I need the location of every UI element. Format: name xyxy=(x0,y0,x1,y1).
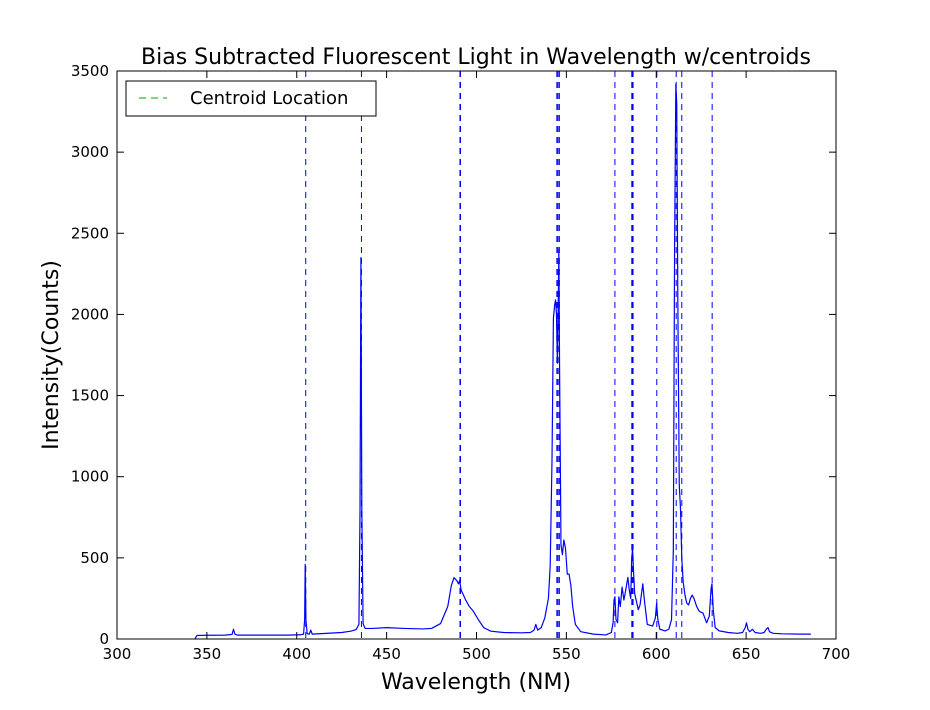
plot-area xyxy=(117,71,836,639)
y-tick-label: 500 xyxy=(80,549,109,567)
legend: Centroid Location xyxy=(125,80,377,117)
centroid-lines xyxy=(305,71,713,639)
x-tick-label: 450 xyxy=(372,645,401,663)
y-tick-label: 0 xyxy=(99,630,109,648)
y-axis-ticks: 0 500 1000 1500 2000 2500 3000 3500 xyxy=(71,62,836,648)
y-tick-label: 1500 xyxy=(71,387,109,405)
x-tick-label: 500 xyxy=(462,645,491,663)
x-tick-label: 350 xyxy=(193,645,222,663)
y-tick-label: 3000 xyxy=(71,143,109,161)
x-axis-label: Wavelength (NM) xyxy=(381,670,571,695)
y-tick-label: 2500 xyxy=(71,224,109,242)
x-tick-label: 400 xyxy=(282,645,311,663)
chart-title: Bias Subtracted Fluorescent Light in Wav… xyxy=(141,45,811,70)
legend-box xyxy=(125,80,377,117)
x-axis-ticks: 300 350 400 450 500 550 600 650 700 xyxy=(103,71,851,663)
spectrum-line xyxy=(194,83,811,639)
y-axis-label: Intensity(Counts) xyxy=(39,260,64,450)
x-tick-label: 650 xyxy=(732,645,761,663)
y-tick-label: 2000 xyxy=(71,305,109,323)
y-tick-label: 1000 xyxy=(71,468,109,486)
x-tick-label: 550 xyxy=(552,645,581,663)
series-layer xyxy=(194,83,811,639)
x-tick-label: 700 xyxy=(822,645,851,663)
legend-label: Centroid Location xyxy=(190,88,348,109)
x-tick-label: 600 xyxy=(642,645,671,663)
x-tick-label: 300 xyxy=(103,645,132,663)
y-tick-label: 3500 xyxy=(71,62,109,80)
